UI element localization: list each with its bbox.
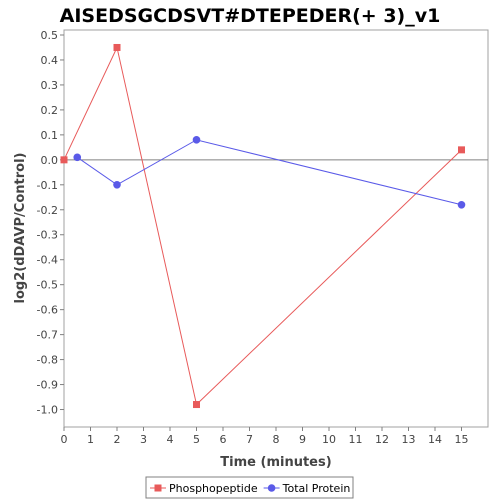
y-tick-label: 0.5 [41,29,59,42]
x-tick-label: 12 [375,433,389,446]
x-tick-label: 0 [61,433,68,446]
x-axis: 0 1 2 3 4 5 6 7 8 9 10 11 12 13 14 15 [61,427,469,446]
legend-phosphopeptide-marker [154,484,162,492]
y-axis-label: log2(dDAVP/Control) [13,153,28,304]
x-tick-label: 3 [140,433,147,446]
phosphopeptide-point [193,401,200,409]
x-tick-label: 13 [402,433,416,446]
x-tick-label: 2 [114,433,121,446]
x-tick-label: 15 [455,433,469,446]
y-tick-label: 0.0 [41,154,59,167]
x-tick-label: 11 [349,433,363,446]
phosphopeptide-point [60,156,68,164]
legend-total-protein-marker [267,484,276,492]
phosphopeptide-line [63,45,462,406]
total-protein-point [192,136,201,144]
x-tick-label: 10 [322,433,336,446]
legend-box [145,476,354,499]
total-protein-line [76,139,462,206]
x-axis-label: Time (minutes) [220,455,331,470]
legend-phosphopeptide-label: Phosphopeptide [169,482,258,495]
total-protein-point [73,153,82,162]
y-tick-label: -0.9 [37,379,58,392]
y-tick-label: -0.6 [37,304,58,317]
y-tick-label: -0.2 [37,204,58,217]
x-tick-label: 7 [246,433,253,446]
y-tick-label: -0.3 [37,229,58,242]
x-tick-label: 1 [87,433,94,446]
x-tick-label: 6 [220,433,227,446]
y-tick-label: -0.5 [37,279,58,292]
series-layer [60,43,466,409]
y-tick-label: -1.0 [37,404,58,417]
legend: Phosphopeptide Total Protein [145,476,354,499]
x-tick-label: 14 [428,433,442,446]
y-tick-label: -0.8 [37,354,58,367]
plot-area [63,29,489,428]
x-tick-label: 8 [273,433,280,446]
phosphopeptide-point [113,43,121,51]
total-protein-point [457,200,466,209]
y-tick-label: -0.7 [37,329,58,342]
y-axis: 0.5 0.4 0.3 0.2 0.1 0.0 -0.1 -0.2 -0.3 -0.4 -0.5 -0… [37,29,64,417]
chart-title: AISEDSGCDSVT#DTEPEDER(+ 3)_v1 [60,5,441,27]
x-tick-label: 9 [299,433,306,446]
y-tick-label: 0.2 [41,104,59,117]
y-tick-label: 0.3 [41,79,59,92]
y-tick-label: -0.1 [37,179,58,192]
total-protein-point [113,181,121,189]
x-tick-label: 4 [167,433,174,446]
x-tick-label: 5 [193,433,200,446]
legend-total-protein-label: Total Protein [282,482,351,495]
y-tick-label: 0.1 [41,129,59,142]
phosphopeptide-point [458,146,465,154]
y-tick-label: 0.4 [41,54,59,67]
y-tick-label: -0.4 [37,254,58,267]
